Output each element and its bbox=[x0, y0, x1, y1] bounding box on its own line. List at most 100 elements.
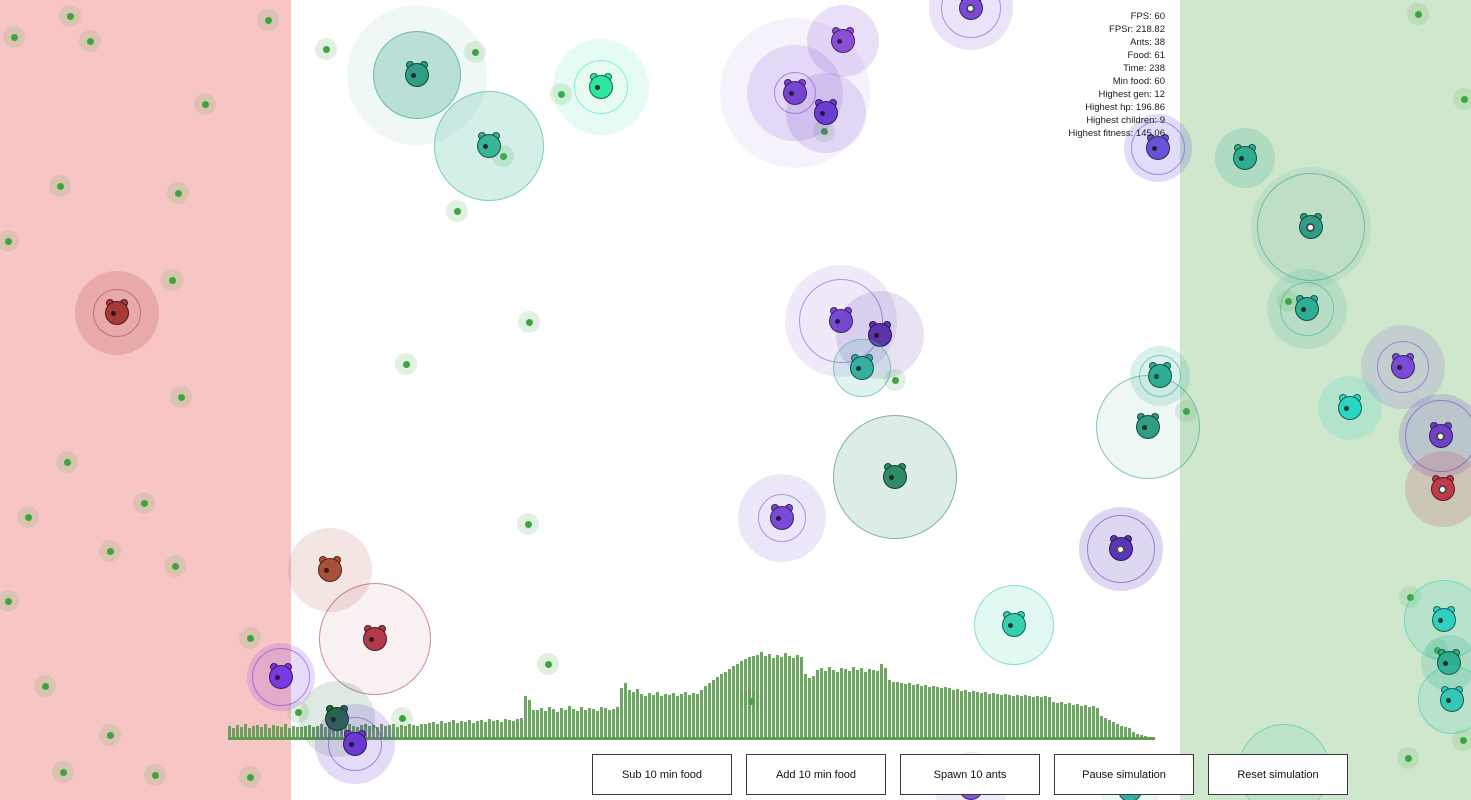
pause-button[interactable]: Pause simulation bbox=[1054, 754, 1194, 795]
histogram-bar bbox=[440, 721, 443, 740]
histogram-bar bbox=[552, 709, 555, 740]
histogram-bar bbox=[1076, 704, 1079, 740]
histogram-bar bbox=[928, 687, 931, 740]
ant-body bbox=[318, 558, 342, 582]
histogram-bar bbox=[816, 670, 819, 740]
histogram-bar bbox=[560, 708, 563, 740]
food-dot bbox=[402, 360, 410, 368]
histogram-bar bbox=[484, 722, 487, 740]
histogram-bar bbox=[592, 709, 595, 740]
histogram-bar bbox=[256, 725, 259, 740]
stat-highest-fitness: Highest fitness: 145.06 bbox=[1068, 128, 1165, 139]
histogram-bar bbox=[732, 666, 735, 740]
food-dot bbox=[891, 376, 899, 384]
histogram-bar bbox=[932, 686, 935, 740]
histogram-bar bbox=[668, 695, 671, 740]
ant-body bbox=[1146, 136, 1170, 160]
histogram-bar bbox=[956, 689, 959, 740]
histogram-bar bbox=[788, 656, 791, 740]
ant-body bbox=[1338, 396, 1362, 420]
histogram-bar bbox=[1084, 705, 1087, 740]
ant-eye bbox=[835, 319, 840, 324]
ant-eye bbox=[411, 73, 416, 78]
stat-highest-gen: Highest gen: 12 bbox=[1098, 89, 1165, 100]
histogram-bar bbox=[392, 724, 395, 740]
ant-vision-ring bbox=[328, 717, 382, 771]
food-dot bbox=[56, 182, 64, 190]
ant-body bbox=[1429, 424, 1453, 448]
histogram-bar bbox=[1024, 695, 1027, 740]
histogram-bar bbox=[800, 657, 803, 740]
food-dot bbox=[10, 33, 18, 41]
histogram-bar bbox=[576, 711, 579, 740]
histogram-bar bbox=[604, 708, 607, 740]
ant-body bbox=[850, 356, 874, 380]
ant-body bbox=[363, 627, 387, 651]
food-dot bbox=[86, 37, 94, 45]
histogram-bar bbox=[436, 724, 439, 740]
add-food-button[interactable]: Add 10 min food bbox=[746, 754, 886, 795]
histogram-bar bbox=[1064, 704, 1067, 740]
food-dot bbox=[246, 773, 254, 781]
histogram-bar bbox=[248, 728, 251, 740]
stat-highest-hp: Highest hp: 196.86 bbox=[1085, 102, 1165, 113]
histogram-bar bbox=[772, 658, 775, 740]
histogram-bar bbox=[300, 727, 303, 740]
ant-body bbox=[783, 81, 807, 105]
ant-body bbox=[1233, 146, 1257, 170]
ant-eye bbox=[856, 366, 861, 371]
territory-left-red bbox=[0, 0, 291, 800]
histogram-bar bbox=[588, 708, 591, 740]
histogram-bar bbox=[736, 664, 739, 740]
histogram-bar bbox=[1040, 697, 1043, 740]
histogram-bar bbox=[796, 655, 799, 740]
ant-body bbox=[1136, 415, 1160, 439]
stat-fpsr: FPSr: 218.82 bbox=[1109, 24, 1165, 35]
histogram-bar bbox=[672, 693, 675, 740]
histogram-bar bbox=[304, 726, 307, 740]
ant-body bbox=[1109, 537, 1133, 561]
histogram-bar bbox=[984, 692, 987, 740]
food-dot bbox=[4, 597, 12, 605]
spawn-ants-button[interactable]: Spawn 10 ants bbox=[900, 754, 1040, 795]
ant-vision-ring bbox=[833, 339, 891, 397]
histogram-bar bbox=[684, 692, 687, 740]
histogram-bar bbox=[624, 683, 627, 740]
reset-button[interactable]: Reset simulation bbox=[1208, 754, 1348, 795]
histogram-bar bbox=[652, 695, 655, 740]
ant-body bbox=[269, 665, 293, 689]
histogram-bar bbox=[1032, 697, 1035, 740]
histogram-bar bbox=[920, 686, 923, 740]
histogram-bar bbox=[612, 709, 615, 740]
histogram-bar bbox=[1124, 727, 1127, 740]
food-dot bbox=[174, 189, 182, 197]
histogram-bar bbox=[828, 667, 831, 740]
histogram-bar bbox=[748, 657, 751, 740]
histogram-bar bbox=[556, 712, 559, 740]
histogram-bar bbox=[832, 670, 835, 740]
ant-eye bbox=[1436, 432, 1445, 441]
histogram-bar bbox=[660, 696, 663, 740]
histogram-bar bbox=[728, 669, 731, 740]
ant-eye bbox=[1306, 223, 1315, 232]
histogram-bar bbox=[948, 688, 951, 740]
ant-eye bbox=[1443, 661, 1448, 666]
sub-food-button[interactable]: Sub 10 min food bbox=[592, 754, 732, 795]
food-dot bbox=[246, 634, 254, 642]
food-dot bbox=[1459, 736, 1467, 744]
ant-eye bbox=[324, 568, 329, 573]
stat-highest-children: Highest children: 9 bbox=[1086, 115, 1165, 126]
histogram-bar bbox=[940, 688, 943, 740]
histogram-bar bbox=[620, 688, 623, 740]
histogram-bar bbox=[228, 726, 231, 740]
stat-min-food: Min food: 60 bbox=[1112, 76, 1165, 87]
histogram-bar bbox=[244, 724, 247, 740]
histogram-bar bbox=[544, 711, 547, 740]
ant-eye bbox=[331, 717, 336, 722]
food-dot bbox=[24, 513, 32, 521]
food-dot bbox=[264, 16, 272, 24]
ant-eye bbox=[1239, 156, 1244, 161]
food-dot bbox=[453, 207, 461, 215]
histogram-bar bbox=[824, 671, 827, 740]
